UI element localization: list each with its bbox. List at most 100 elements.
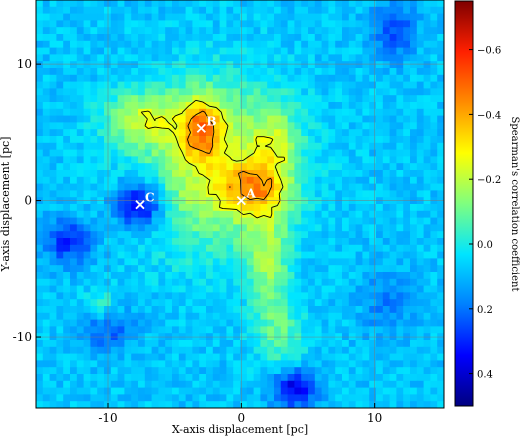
heatmap-cell [403, 367, 411, 375]
heatmap-cell [416, 156, 425, 164]
heatmap-cell [389, 244, 397, 253]
heatmap-cell [219, 217, 227, 225]
heatmap-cell [423, 272, 431, 280]
heatmap-cell [110, 272, 119, 280]
heatmap-cell [314, 367, 323, 375]
heatmap-cell [172, 251, 180, 259]
heatmap-cell [328, 326, 336, 334]
heatmap-cell [212, 346, 221, 355]
heatmap-cell [376, 68, 384, 76]
heatmap-cell [294, 265, 302, 273]
heatmap-cell [124, 353, 132, 361]
heatmap-cell [369, 394, 377, 402]
heatmap-cell [308, 278, 316, 287]
heatmap-cell [56, 367, 64, 375]
heatmap-cell [138, 367, 146, 375]
heatmap-cell [287, 367, 295, 375]
heatmap-cell [63, 54, 71, 62]
heatmap-cell [362, 258, 370, 266]
heatmap-cell [83, 95, 91, 103]
heatmap-cell [246, 374, 255, 382]
heatmap-cell [124, 299, 132, 307]
heatmap-cell [233, 0, 241, 8]
heatmap-cell [416, 360, 425, 368]
heatmap-cell [70, 20, 78, 28]
heatmap-cell [212, 81, 221, 89]
heatmap-cell [83, 68, 91, 76]
heatmap-cell [287, 353, 295, 361]
heatmap-cell [110, 0, 119, 8]
heatmap-cell [437, 346, 444, 355]
heatmap-cell [110, 40, 119, 49]
heatmap-cell [376, 170, 384, 178]
heatmap-cell [369, 292, 377, 300]
heatmap-cell [301, 129, 309, 137]
heatmap-cell [42, 380, 51, 389]
heatmap-cell [49, 217, 57, 225]
heatmap-cell [90, 27, 98, 35]
heatmap-cell [192, 244, 200, 253]
heatmap-cell [151, 176, 159, 185]
heatmap-cell [144, 81, 153, 89]
heatmap-cell [226, 346, 234, 355]
heatmap-cell [206, 312, 214, 321]
heatmap-cell [362, 278, 370, 287]
heatmap-cell [172, 278, 180, 287]
heatmap-cell [369, 231, 377, 239]
heatmap-cell [274, 0, 282, 8]
heatmap-cell [165, 6, 173, 15]
heatmap-cell [287, 170, 295, 178]
heatmap-cell [301, 340, 309, 348]
heatmap-cell [76, 74, 85, 83]
heatmap-cell [151, 108, 159, 117]
heatmap-cell [294, 68, 302, 76]
heatmap-cell [90, 156, 98, 164]
heatmap-cell [144, 108, 153, 117]
heatmap-cell [253, 306, 261, 314]
heatmap-cell [117, 142, 125, 151]
heatmap-cell [36, 244, 44, 253]
heatmap-cell [97, 27, 105, 35]
heatmap-cell [308, 210, 316, 219]
heatmap-cell [151, 292, 159, 300]
heatmap-cell [382, 34, 391, 42]
heatmap-cell [212, 217, 221, 225]
heatmap-cell [199, 183, 207, 191]
heatmap-cell [70, 47, 78, 55]
heatmap-cell [158, 204, 166, 212]
heatmap-cell [124, 265, 132, 273]
heatmap-cell [362, 176, 370, 185]
heatmap-cell [348, 353, 357, 361]
heatmap-cell [396, 40, 404, 49]
heatmap-cell [280, 47, 289, 55]
heatmap-cell [396, 176, 404, 185]
heatmap-cell [335, 326, 343, 334]
heatmap-cell [240, 340, 248, 348]
heatmap-cell [63, 217, 71, 225]
heatmap-cell [260, 210, 268, 219]
heatmap-cell [314, 102, 323, 110]
heatmap-cell [172, 74, 180, 83]
heatmap-cell [376, 95, 384, 103]
heatmap-cell [308, 47, 316, 55]
heatmap-cell [403, 95, 411, 103]
heatmap-cell [437, 285, 444, 293]
heatmap-cell [76, 149, 85, 157]
heatmap-cell [233, 34, 241, 42]
heatmap-cell [165, 129, 173, 137]
heatmap-cell [158, 68, 166, 76]
heatmap-cell [423, 47, 431, 55]
heatmap-cell [212, 312, 221, 321]
heatmap-cell [369, 108, 377, 117]
heatmap-cell [314, 6, 323, 15]
heatmap-cell [165, 224, 173, 232]
heatmap-cell [396, 47, 404, 55]
heatmap-cell [199, 346, 207, 355]
heatmap-cell [76, 340, 85, 348]
heatmap-cell [212, 95, 221, 103]
heatmap-cell [117, 292, 125, 300]
heatmap-cell [260, 244, 268, 253]
heatmap-cell [267, 306, 275, 314]
heatmap-cell [267, 170, 275, 178]
heatmap-cell [321, 183, 329, 191]
